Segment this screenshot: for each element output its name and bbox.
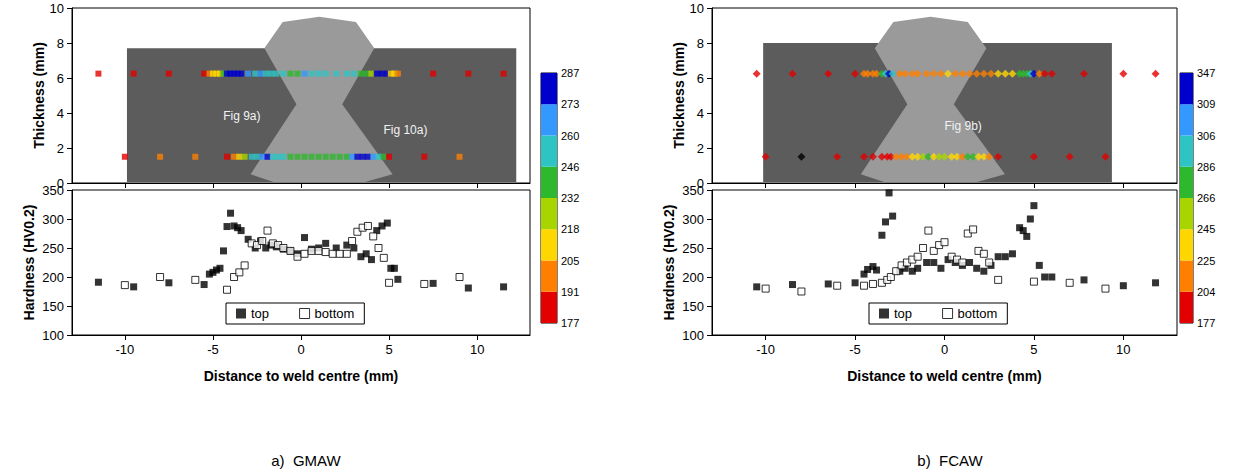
svg-text:205: 205 xyxy=(561,255,579,267)
svg-text:287: 287 xyxy=(561,67,579,79)
svg-text:bottom: bottom xyxy=(958,306,998,321)
svg-text:6: 6 xyxy=(57,71,64,86)
svg-text:b) FCAW: b) FCAW xyxy=(917,452,983,469)
svg-text:Fig 9a): Fig 9a) xyxy=(223,109,260,123)
svg-text:350: 350 xyxy=(682,183,704,198)
svg-text:2: 2 xyxy=(697,141,704,156)
svg-text:347: 347 xyxy=(1197,67,1215,79)
svg-text:260: 260 xyxy=(561,130,579,142)
svg-text:300: 300 xyxy=(682,212,704,227)
svg-text:4: 4 xyxy=(57,106,64,121)
svg-text:245: 245 xyxy=(1197,223,1215,235)
svg-text:Hardness (HV0.2): Hardness (HV0.2) xyxy=(21,205,37,321)
svg-text:10: 10 xyxy=(50,1,64,16)
svg-text:10: 10 xyxy=(690,1,704,16)
svg-text:350: 350 xyxy=(42,183,64,198)
svg-text:Distance to weld centre (mm): Distance to weld centre (mm) xyxy=(847,368,1042,384)
svg-text:10: 10 xyxy=(470,342,484,357)
svg-text:204: 204 xyxy=(1197,286,1215,298)
svg-text:200: 200 xyxy=(682,270,704,285)
svg-text:6: 6 xyxy=(697,71,704,86)
svg-text:-10: -10 xyxy=(756,342,775,357)
svg-text:top: top xyxy=(251,306,269,321)
svg-text:-5: -5 xyxy=(207,342,219,357)
svg-text:286: 286 xyxy=(1197,161,1215,173)
svg-text:177: 177 xyxy=(561,317,579,329)
svg-text:225: 225 xyxy=(1197,255,1215,267)
svg-text:150: 150 xyxy=(682,299,704,314)
svg-text:218: 218 xyxy=(561,223,579,235)
svg-text:246: 246 xyxy=(561,161,579,173)
svg-text:273: 273 xyxy=(561,98,579,110)
svg-text:4: 4 xyxy=(697,106,704,121)
svg-text:Fig 9b): Fig 9b) xyxy=(945,119,982,133)
svg-text:177: 177 xyxy=(1197,317,1215,329)
svg-text:5: 5 xyxy=(385,342,392,357)
svg-text:Fig 10a): Fig 10a) xyxy=(383,123,427,137)
svg-text:Distance to weld centre (mm): Distance to weld centre (mm) xyxy=(204,368,399,384)
svg-text:250: 250 xyxy=(682,241,704,256)
svg-text:306: 306 xyxy=(1197,130,1215,142)
svg-text:Thickness (mm): Thickness (mm) xyxy=(671,42,687,149)
svg-text:2: 2 xyxy=(57,141,64,156)
svg-text:100: 100 xyxy=(682,328,704,343)
svg-text:8: 8 xyxy=(697,36,704,51)
svg-text:191: 191 xyxy=(561,286,579,298)
svg-text:266: 266 xyxy=(1197,192,1215,204)
svg-text:300: 300 xyxy=(42,212,64,227)
svg-text:5: 5 xyxy=(1030,342,1037,357)
svg-text:-10: -10 xyxy=(115,342,134,357)
svg-text:8: 8 xyxy=(57,36,64,51)
svg-text:0: 0 xyxy=(297,342,304,357)
svg-text:10: 10 xyxy=(1116,342,1130,357)
svg-text:309: 309 xyxy=(1197,98,1215,110)
svg-text:232: 232 xyxy=(561,192,579,204)
svg-text:150: 150 xyxy=(42,299,64,314)
svg-text:Thickness (mm): Thickness (mm) xyxy=(31,42,47,149)
svg-text:-5: -5 xyxy=(849,342,861,357)
svg-text:bottom: bottom xyxy=(315,306,355,321)
svg-text:Hardness (HV0.2): Hardness (HV0.2) xyxy=(661,205,677,321)
svg-text:200: 200 xyxy=(42,270,64,285)
svg-text:top: top xyxy=(894,306,912,321)
svg-text:100: 100 xyxy=(42,328,64,343)
svg-text:a) GMAW: a) GMAW xyxy=(271,452,341,469)
svg-text:250: 250 xyxy=(42,241,64,256)
svg-text:0: 0 xyxy=(941,342,948,357)
